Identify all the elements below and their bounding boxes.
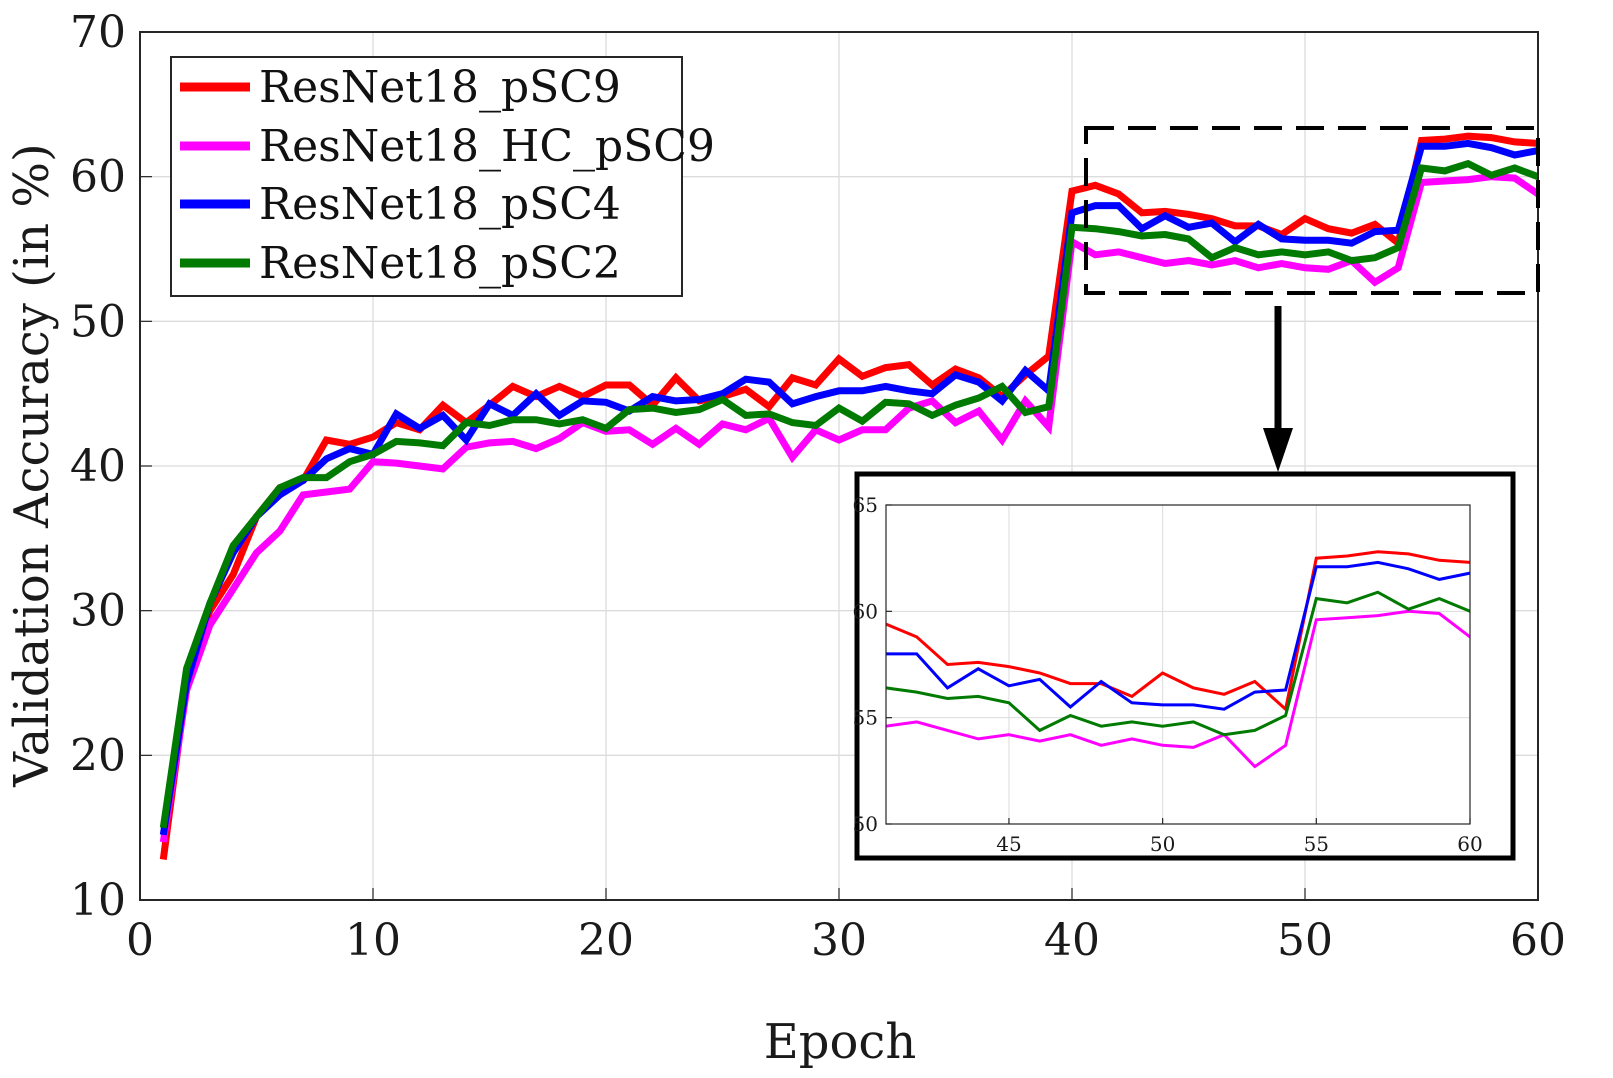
main-series-resnet18-psc4 [159, 139, 1539, 836]
zoom-arrow-head [1263, 428, 1293, 472]
inset-tick-labels: 45 50 55 60 50 55 60 65 [853, 493, 1483, 856]
main-x-tick-label: 40 [1044, 915, 1100, 966]
legend-box [170, 56, 683, 297]
main-series-group [159, 132, 1540, 860]
inset-x-tick-label: 45 [996, 832, 1021, 856]
main-x-tick-label: 0 [126, 915, 154, 966]
x-axis-label: Epoch [764, 1014, 916, 1070]
main-x-tick-label: 20 [578, 915, 634, 966]
inset-y-tick-label: 60 [853, 599, 878, 623]
inset-x-tick-label: 55 [1304, 832, 1329, 856]
main-x-tick-label: 30 [811, 915, 867, 966]
main-y-tick-label: 10 [70, 875, 126, 926]
legend-label-resnet18-hc-psc9: ResNet18_HC_pSC9 [259, 121, 715, 172]
main-y-tick-label: 50 [70, 296, 126, 347]
inset-outer-border [854, 471, 1516, 861]
main-y-tick-label: 40 [70, 441, 126, 492]
main-x-tick-label: 10 [345, 915, 401, 966]
main-y-tick-label: 60 [70, 152, 126, 203]
main-series-resnet18-hc-psc9 [159, 173, 1540, 843]
legend-label-resnet18-psc9: ResNet18_pSC9 [259, 62, 621, 113]
zoom-region-box [1084, 126, 1540, 295]
legend-label-resnet18-psc2: ResNet18_pSC2 [259, 238, 621, 289]
inset-zoom-chart: 45 50 55 60 50 55 60 65 [853, 471, 1516, 861]
inset-x-tick-label: 60 [1457, 832, 1482, 856]
inset-y-tick-label: 50 [853, 812, 878, 836]
inset-series-group [885, 550, 1471, 769]
y-axis-label: Validation Accuracy (in %) [4, 143, 60, 787]
main-x-tick-label: 50 [1277, 915, 1333, 966]
inset-series-2 [885, 609, 1471, 769]
inset-series-4 [885, 590, 1471, 737]
inset-series-1 [885, 550, 1471, 713]
inset-plot-frame [885, 504, 1471, 825]
inset-y-tick-label: 55 [853, 706, 878, 730]
inset-grid [886, 505, 1470, 824]
inset-x-tick-label: 50 [1150, 832, 1175, 856]
inset-y-tick-label: 65 [853, 493, 878, 517]
main-series-resnet18-psc2 [159, 159, 1540, 829]
main-y-tick-label: 70 [70, 7, 126, 58]
main-x-tick-label: 60 [1510, 915, 1566, 966]
inset-series-3 [886, 560, 1471, 711]
main-y-tick-label: 20 [70, 730, 126, 781]
main-y-tick-label: 30 [70, 586, 126, 637]
legend: ResNet18_pSC9 ResNet18_HC_pSC9 ResNet18_pS… [170, 56, 715, 297]
legend-label-resnet18-psc4: ResNet18_pSC4 [259, 179, 621, 230]
